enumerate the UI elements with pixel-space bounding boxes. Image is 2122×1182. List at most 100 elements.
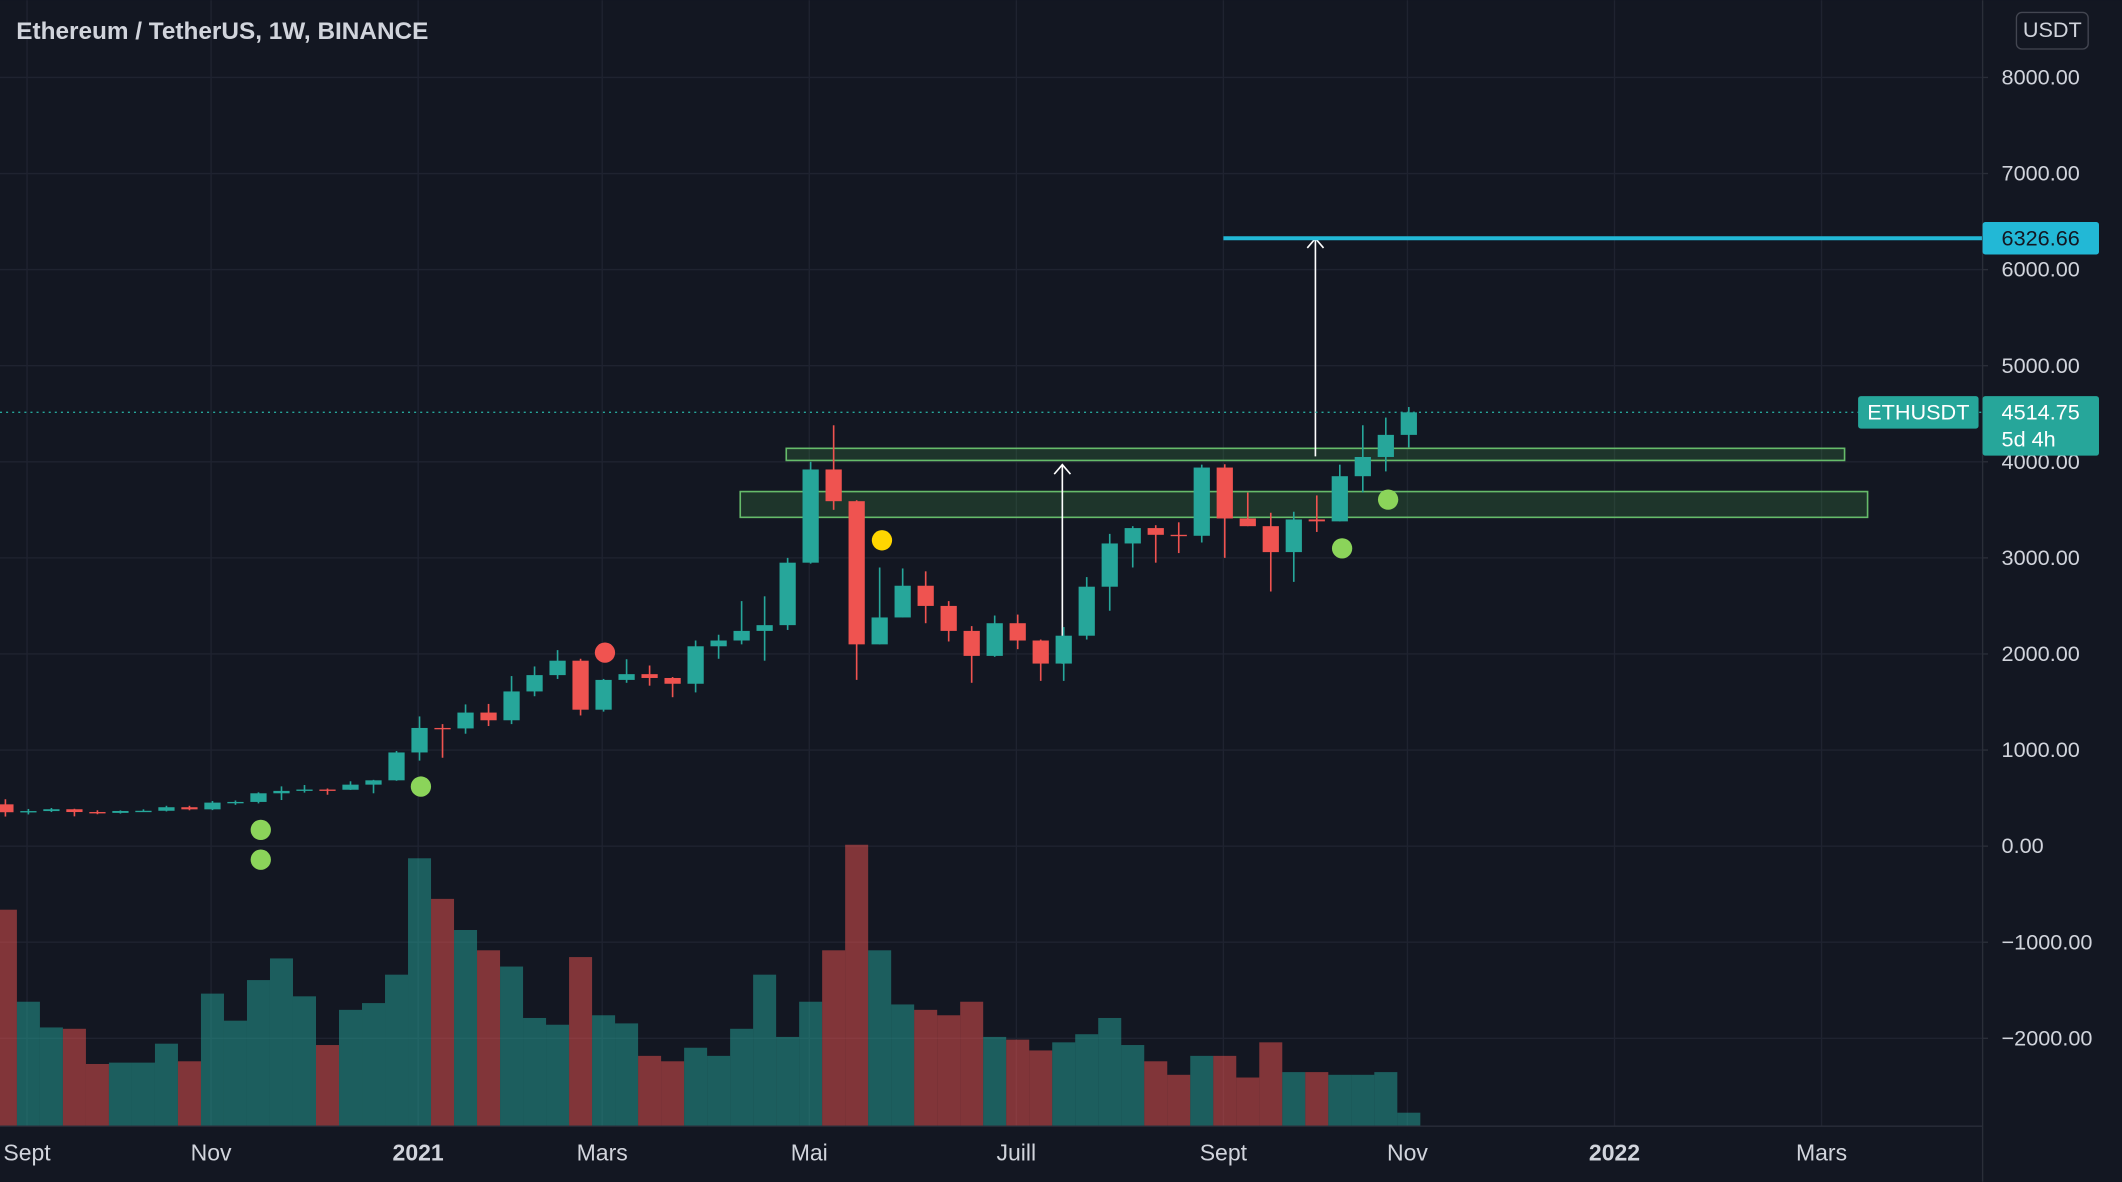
candle-body [595, 679, 612, 710]
arrow-head [1053, 463, 1072, 475]
volume-bar [1236, 1077, 1260, 1127]
y-tick-label: −1000.00 [2002, 929, 2093, 954]
volume-bar [85, 1063, 109, 1127]
volume-bar [223, 1020, 247, 1127]
volume-bar [937, 1015, 961, 1127]
volume-bar [1190, 1055, 1214, 1127]
volume-bar [1213, 1055, 1237, 1127]
candle-body [411, 727, 428, 753]
candle-body [733, 630, 750, 641]
candle-body [779, 562, 796, 626]
candle-body [1124, 528, 1141, 544]
volume-bar [661, 1061, 685, 1127]
volume-bar [292, 996, 316, 1127]
candle-body [848, 501, 865, 645]
volume-bar [269, 958, 293, 1127]
x-tick-label: Mai [791, 1140, 828, 1166]
volume-bar [1351, 1074, 1375, 1127]
candle-body [1101, 543, 1118, 587]
candle-body [250, 793, 267, 802]
candle-body [388, 752, 405, 781]
candle-body [89, 812, 106, 814]
volume-bar [408, 858, 432, 1127]
candle-body [1078, 586, 1095, 636]
x-tick-label: Juill [997, 1140, 1037, 1166]
volume-bar [477, 950, 501, 1127]
volume-bar [131, 1062, 155, 1127]
candle-body [1354, 456, 1371, 477]
candle-body [457, 712, 474, 729]
candle-body [710, 640, 727, 647]
volume-bar [108, 1062, 132, 1127]
currency-label[interactable]: USDT [2023, 17, 2082, 42]
x-tick-label: 2021 [393, 1140, 444, 1166]
volume-bar [1006, 1039, 1030, 1127]
volume-bar [1052, 1042, 1076, 1127]
volume-bar [454, 930, 478, 1127]
x-tick-label: Mars [577, 1140, 628, 1166]
candle-body [112, 810, 129, 813]
volume-bar [1098, 1017, 1122, 1127]
volume-bar [1144, 1061, 1168, 1127]
volume-bar [730, 1028, 754, 1127]
candle-body [43, 809, 60, 812]
candle-body [135, 810, 152, 813]
volume-bar [960, 1001, 984, 1127]
candle-body [273, 790, 290, 794]
last-price-label: 4514.75 [2002, 399, 2080, 424]
candle-body [549, 660, 566, 676]
signal-marker [250, 819, 271, 841]
zone [739, 490, 1869, 519]
candle-body [227, 801, 244, 804]
candle-body [986, 623, 1003, 656]
signal-marker [1377, 489, 1399, 510]
volume-bar [315, 1045, 340, 1127]
y-tick-label: 2000.00 [2002, 641, 2080, 666]
candle-body [802, 469, 819, 563]
volume-bar [339, 1009, 363, 1127]
volume-bar [569, 957, 593, 1127]
candle-body [1032, 640, 1049, 664]
y-tick-label: 1000.00 [2002, 737, 2080, 762]
volume-bar [154, 1043, 178, 1127]
candle-body [1400, 412, 1417, 435]
signal-marker [594, 642, 616, 663]
y-tick-label: 8000.00 [2002, 65, 2080, 90]
volume-bar [592, 1015, 616, 1127]
candle-body [1170, 534, 1187, 537]
candle-body [894, 585, 911, 618]
candle-body [480, 712, 497, 721]
candle-body [641, 674, 658, 678]
volume-bar [177, 1061, 201, 1127]
candle-body [1308, 519, 1325, 522]
y-tick-label: 7000.00 [2002, 161, 2080, 186]
candle-body [1331, 476, 1348, 522]
volume-bar [684, 1047, 708, 1127]
y-tick-label: −2000.00 [2002, 1025, 2093, 1050]
volume-bar [868, 950, 892, 1127]
x-tick-label: Nov [191, 1140, 232, 1166]
candle-body [66, 809, 83, 813]
volume-bar [362, 1003, 386, 1127]
candle-body [1285, 519, 1302, 553]
candle-body [940, 605, 957, 631]
x-tick-label: Mars [1796, 1140, 1847, 1166]
symbol-label: ETHUSDT [1867, 399, 1969, 424]
volume-bar [1374, 1072, 1398, 1127]
last-price-tag [1982, 396, 2099, 456]
signal-marker [1331, 538, 1353, 559]
candle-body [296, 789, 313, 791]
volume-bar [983, 1036, 1007, 1127]
volume-bar [1029, 1050, 1053, 1127]
candle-body [319, 789, 336, 791]
currency-button[interactable] [2015, 11, 2089, 50]
candle-body [342, 784, 359, 790]
volume-bar [891, 1004, 915, 1127]
volume-bar [16, 1001, 40, 1127]
volume-bar [39, 1027, 63, 1127]
y-tick-label: 3000.00 [2002, 545, 2080, 570]
candle-body [503, 691, 520, 721]
y-tick-label: 6000.00 [2002, 257, 2080, 282]
target-price-label: 6326.66 [2002, 225, 2080, 250]
